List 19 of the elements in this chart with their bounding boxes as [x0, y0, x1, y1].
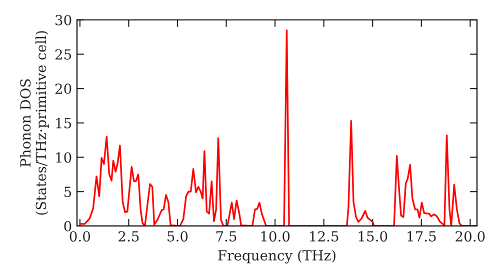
y-axis-title: Phonon DOS (States/THz·primitive cell) [20, 31, 49, 215]
x-axis-title: Frequency (THz) [218, 250, 336, 264]
y-tick-label: 25 [55, 49, 72, 60]
y-tick-label: 15 [56, 118, 72, 128]
x-tick-label: 0.0 [70, 231, 90, 242]
x-tick-label: 10.0 [261, 231, 290, 242]
y-tick-label: 5 [64, 186, 72, 198]
x-tick-label: 12.5 [310, 231, 338, 242]
x-tick-label: 2.5 [118, 231, 139, 242]
y-tick-label: 10 [56, 152, 72, 163]
y-tick-label: 30 [56, 14, 72, 26]
x-tick-label: 17.5 [408, 231, 436, 242]
y-tick-label: 20 [55, 84, 72, 94]
x-tick-label: 5.0 [168, 231, 188, 242]
y-tick-label: 0 [64, 220, 72, 232]
x-tick-label: 7.5 [216, 231, 236, 242]
line-series [79, 29, 477, 226]
x-tick-label: 20.0 [456, 231, 485, 242]
x-tick-label: 15.0 [358, 231, 388, 242]
